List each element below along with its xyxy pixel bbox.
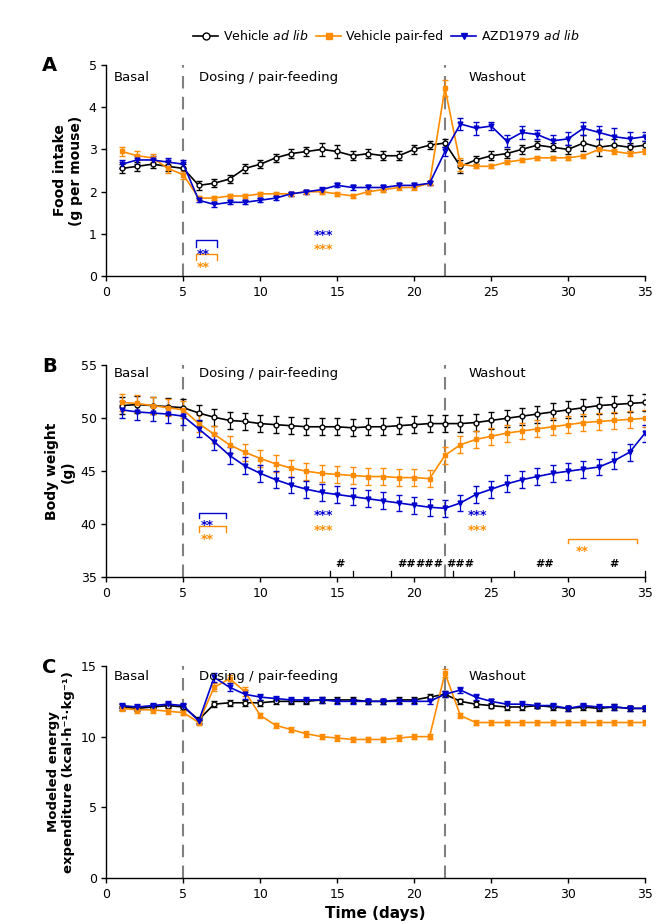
Y-axis label: Modeled energy
expenditure (kcal·h⁻¹·kg⁻¹): Modeled energy expenditure (kcal·h⁻¹·kg⁻…	[47, 671, 75, 873]
Text: #: #	[336, 559, 345, 568]
X-axis label: Time (days): Time (days)	[325, 906, 426, 921]
Y-axis label: Food intake
(g per mouse): Food intake (g per mouse)	[53, 116, 83, 225]
Text: C: C	[42, 658, 56, 676]
Y-axis label: Body weight
(g): Body weight (g)	[45, 422, 75, 520]
Text: Washout: Washout	[468, 670, 526, 683]
Text: Basal: Basal	[114, 368, 150, 381]
Text: ***: ***	[468, 524, 487, 537]
Text: ***: ***	[314, 524, 334, 537]
Text: A: A	[42, 56, 57, 75]
Text: #: #	[610, 559, 619, 568]
Text: Dosing / pair-feeding: Dosing / pair-feeding	[199, 670, 338, 683]
Text: Washout: Washout	[468, 368, 526, 381]
Text: **: **	[200, 533, 213, 546]
Text: ***: ***	[314, 243, 334, 256]
Text: **: **	[198, 261, 210, 274]
Text: ###: ###	[416, 559, 444, 568]
Text: **: **	[576, 545, 589, 558]
Text: Dosing / pair-feeding: Dosing / pair-feeding	[199, 368, 338, 381]
Text: ###: ###	[446, 559, 474, 568]
Text: **: **	[200, 519, 213, 532]
Text: B: B	[42, 357, 57, 376]
Text: Dosing / pair-feeding: Dosing / pair-feeding	[199, 71, 338, 84]
Legend: Vehicle $\mathit{ad\ lib}$, Vehicle pair-fed, AZD1979 $\mathit{ad\ lib}$: Vehicle $\mathit{ad\ lib}$, Vehicle pair…	[188, 24, 585, 48]
Text: ##: ##	[535, 559, 555, 568]
Text: Basal: Basal	[114, 71, 150, 84]
Text: Basal: Basal	[114, 670, 150, 683]
Text: **: **	[198, 248, 210, 261]
Text: ***: ***	[468, 509, 487, 522]
Text: ***: ***	[314, 229, 334, 242]
Text: ##: ##	[397, 559, 416, 568]
Text: Washout: Washout	[468, 71, 526, 84]
Text: ***: ***	[314, 509, 334, 522]
